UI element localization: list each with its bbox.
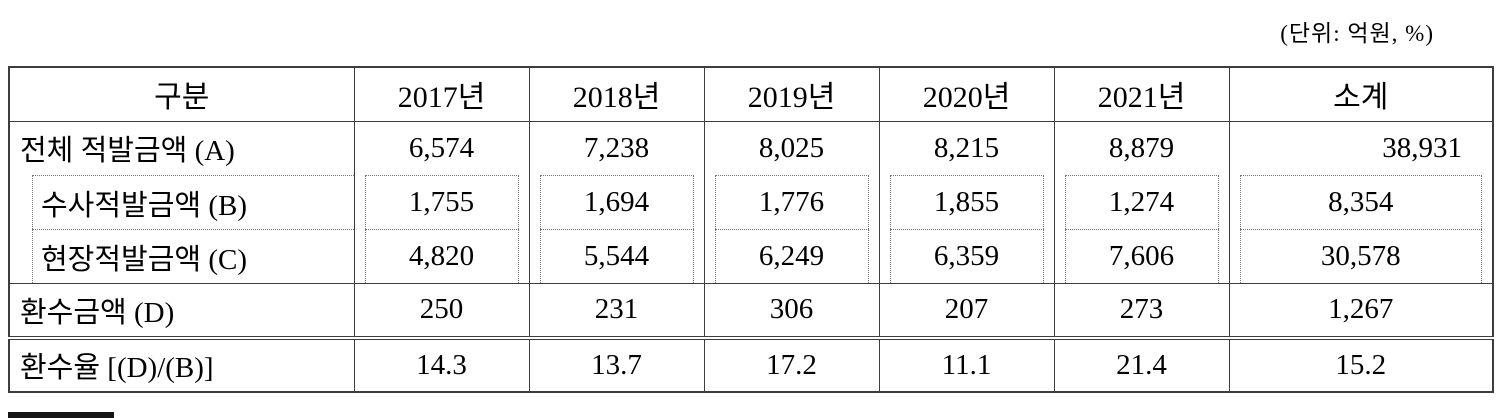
row-recovery-rate: 환수율 [(D)/(B)] 14.3 13.7 17.2 11.1 21.4 1… [9,335,1493,392]
cell: 207 [878,283,1054,338]
cell-text: 6,359 [889,229,1044,283]
cell-text: 5,544 [539,229,694,283]
cell-text: 1,755 [364,175,519,229]
row-recovered-amount: 환수금액 (D) 250 231 306 207 273 1,267 [9,283,1493,338]
col-header-subtotal: 소계 [1228,67,1493,122]
cell: 4,820 [353,229,529,284]
cell-text: 1,274 [1064,175,1219,229]
cell-subtotal: 1,267 [1228,283,1493,338]
row-label: 수사적발금액 (B) [32,175,354,229]
cell: 11.1 [878,335,1054,392]
row-investigation-detected-amount: 수사적발금액 (B) 1,755 1,694 1,776 1,855 1,274… [9,175,1493,229]
col-header-2021: 2021년 [1053,67,1229,122]
detection-recovery-table: 구분 2017년 2018년 2019년 2020년 2021년 소계 전체 적… [8,66,1494,393]
cell: 231 [528,283,704,338]
cell-text: 1,694 [539,175,694,229]
cell: 1,776 [703,175,879,229]
cell-text: 7,606 [1064,229,1219,283]
cell-text: 6,249 [714,229,869,283]
cell-subtotal: 38,931 [1228,121,1493,175]
row-total-detected-amount: 전체 적발금액 (A) 6,574 7,238 8,025 8,215 8,87… [9,121,1493,175]
row-onsite-detected-amount: 현장적발금액 (C) 4,820 5,544 6,249 6,359 7,606… [9,229,1493,284]
cell: 7,606 [1053,229,1229,284]
cell: 306 [703,283,879,338]
cell-text: 8,354 [1239,175,1482,229]
cell-subtotal: 30,578 [1228,229,1493,284]
cell: 250 [353,283,529,338]
cell: 1,855 [878,175,1054,229]
cell-text: 1,776 [714,175,869,229]
row-label: 환수율 [(D)/(B)] [9,335,354,392]
cropped-element-fragment [8,412,114,418]
cell: 1,274 [1053,175,1229,229]
cell: 6,249 [703,229,879,284]
row-label: 전체 적발금액 (A) [20,135,235,168]
col-header-2018: 2018년 [528,67,704,122]
cell: 14.3 [353,335,529,392]
header-row: 구분 2017년 2018년 2019년 2020년 2021년 소계 [9,67,1493,122]
cell: 1,694 [528,175,704,229]
cell: 6,359 [878,229,1054,284]
cell: 현장적발금액 (C) [9,229,354,284]
cell-text: 4,820 [364,229,519,283]
cell: 8,879 [1053,121,1229,175]
cell-subtotal: 8,354 [1228,175,1493,229]
cell: 5,544 [528,229,704,284]
col-header-2019: 2019년 [703,67,879,122]
row-label: 환수금액 (D) [20,296,175,329]
col-header-2017: 2017년 [353,67,529,122]
row-label: 현장적발금액 (C) [32,229,354,283]
cell: 21.4 [1053,335,1229,392]
cell: 수사적발금액 (B) [9,175,354,229]
cell: 13.7 [528,335,704,392]
cell: 1,755 [353,175,529,229]
cell: 6,574 [353,121,529,175]
cell: 17.2 [703,335,879,392]
col-header-2020: 2020년 [878,67,1054,122]
cell: 8,215 [878,121,1054,175]
cell-text: 30,578 [1239,229,1482,283]
cell: 8,025 [703,121,879,175]
cell: 273 [1053,283,1229,338]
cell: 7,238 [528,121,704,175]
cell-subtotal: 15.2 [1228,335,1493,392]
unit-note: (단위: 억원, %) [1280,21,1434,46]
cell-text: 1,855 [889,175,1044,229]
col-header-category: 구분 [9,67,354,122]
